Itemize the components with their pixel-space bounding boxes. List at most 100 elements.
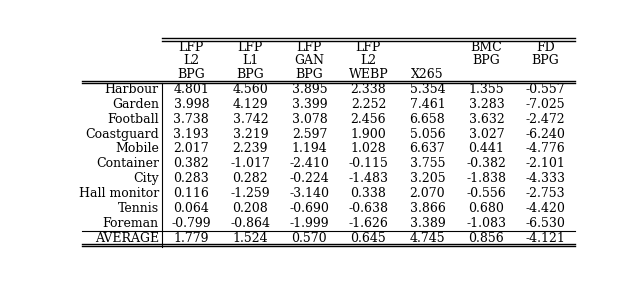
Text: Football: Football	[108, 113, 159, 125]
Text: 3.399: 3.399	[292, 98, 327, 111]
Text: -0.224: -0.224	[289, 172, 329, 185]
Text: 2.017: 2.017	[173, 142, 209, 155]
Text: 3.998: 3.998	[173, 98, 209, 111]
Text: 3.205: 3.205	[410, 172, 445, 185]
Text: -0.638: -0.638	[348, 202, 388, 215]
Text: 1.900: 1.900	[351, 127, 387, 140]
Text: -0.557: -0.557	[525, 83, 565, 96]
Text: BPG: BPG	[472, 54, 500, 67]
Text: -0.690: -0.690	[289, 202, 330, 215]
Text: 4.801: 4.801	[173, 83, 209, 96]
Text: BPG: BPG	[237, 68, 264, 81]
Text: L2: L2	[183, 54, 200, 67]
Text: 4.129: 4.129	[232, 98, 268, 111]
Text: -1.999: -1.999	[289, 217, 329, 230]
Text: LFP: LFP	[356, 41, 381, 54]
Text: 0.064: 0.064	[173, 202, 209, 215]
Text: LFP: LFP	[297, 41, 322, 54]
Text: GAN: GAN	[294, 54, 324, 67]
Text: Garden: Garden	[112, 98, 159, 111]
Text: 3.738: 3.738	[173, 113, 209, 125]
Text: 6.637: 6.637	[410, 142, 445, 155]
Text: Container: Container	[96, 157, 159, 170]
Text: BPG: BPG	[532, 54, 559, 67]
Text: X265: X265	[411, 68, 444, 81]
Text: -2.410: -2.410	[289, 157, 330, 170]
Text: 4.560: 4.560	[232, 83, 268, 96]
Text: -1.483: -1.483	[348, 172, 388, 185]
Text: City: City	[133, 172, 159, 185]
Text: 3.078: 3.078	[292, 113, 327, 125]
Text: 4.745: 4.745	[410, 232, 445, 244]
Text: 0.645: 0.645	[351, 232, 387, 244]
Text: BPG: BPG	[177, 68, 205, 81]
Text: -6.240: -6.240	[525, 127, 565, 140]
Text: -2.101: -2.101	[525, 157, 565, 170]
Text: Foreman: Foreman	[103, 217, 159, 230]
Text: 0.382: 0.382	[173, 157, 209, 170]
Text: Tennis: Tennis	[118, 202, 159, 215]
Text: 3.193: 3.193	[173, 127, 209, 140]
Text: 0.856: 0.856	[468, 232, 504, 244]
Text: -7.025: -7.025	[525, 98, 565, 111]
Text: BPG: BPG	[296, 68, 323, 81]
Text: LFP: LFP	[237, 41, 263, 54]
Text: -6.530: -6.530	[525, 217, 565, 230]
Text: Harbour: Harbour	[105, 83, 159, 96]
Text: L2: L2	[360, 54, 376, 67]
Text: 5.056: 5.056	[410, 127, 445, 140]
Text: 2.070: 2.070	[410, 187, 445, 200]
Text: 1.194: 1.194	[292, 142, 327, 155]
Text: 0.570: 0.570	[292, 232, 327, 244]
Text: -0.382: -0.382	[467, 157, 506, 170]
Text: 3.866: 3.866	[410, 202, 445, 215]
Text: 0.282: 0.282	[232, 172, 268, 185]
Text: -3.140: -3.140	[289, 187, 330, 200]
Text: 1.779: 1.779	[173, 232, 209, 244]
Text: -4.420: -4.420	[525, 202, 565, 215]
Text: BMC: BMC	[470, 41, 502, 54]
Text: -4.333: -4.333	[525, 172, 566, 185]
Text: -1.259: -1.259	[230, 187, 270, 200]
Text: -1.626: -1.626	[349, 217, 388, 230]
Text: 7.461: 7.461	[410, 98, 445, 111]
Text: -4.121: -4.121	[525, 232, 565, 244]
Text: 0.283: 0.283	[173, 172, 209, 185]
Text: 3.027: 3.027	[468, 127, 504, 140]
Text: 3.632: 3.632	[468, 113, 504, 125]
Text: 1.524: 1.524	[232, 232, 268, 244]
Text: 5.354: 5.354	[410, 83, 445, 96]
Text: -4.776: -4.776	[525, 142, 565, 155]
Text: 2.338: 2.338	[351, 83, 387, 96]
Text: 0.338: 0.338	[351, 187, 387, 200]
Text: -1.017: -1.017	[230, 157, 270, 170]
Text: Coastguard: Coastguard	[85, 127, 159, 140]
Text: 2.239: 2.239	[232, 142, 268, 155]
Text: -0.864: -0.864	[230, 217, 270, 230]
Text: Mobile: Mobile	[115, 142, 159, 155]
Text: Hall monitor: Hall monitor	[79, 187, 159, 200]
Text: 3.283: 3.283	[468, 98, 504, 111]
Text: FD: FD	[536, 41, 555, 54]
Text: -1.838: -1.838	[467, 172, 506, 185]
Text: 3.219: 3.219	[232, 127, 268, 140]
Text: 0.680: 0.680	[468, 202, 504, 215]
Text: -2.753: -2.753	[525, 187, 565, 200]
Text: 2.456: 2.456	[351, 113, 386, 125]
Text: -0.799: -0.799	[172, 217, 211, 230]
Text: 0.208: 0.208	[232, 202, 268, 215]
Text: 3.742: 3.742	[232, 113, 268, 125]
Text: L1: L1	[243, 54, 259, 67]
Text: 0.441: 0.441	[468, 142, 504, 155]
Text: WEBP: WEBP	[349, 68, 388, 81]
Text: 1.355: 1.355	[468, 83, 504, 96]
Text: AVERAGE: AVERAGE	[95, 232, 159, 244]
Text: -0.115: -0.115	[349, 157, 388, 170]
Text: 2.252: 2.252	[351, 98, 386, 111]
Text: 3.389: 3.389	[410, 217, 445, 230]
Text: -2.472: -2.472	[525, 113, 565, 125]
Text: 3.895: 3.895	[292, 83, 327, 96]
Text: 2.597: 2.597	[292, 127, 327, 140]
Text: 6.658: 6.658	[410, 113, 445, 125]
Text: 3.755: 3.755	[410, 157, 445, 170]
